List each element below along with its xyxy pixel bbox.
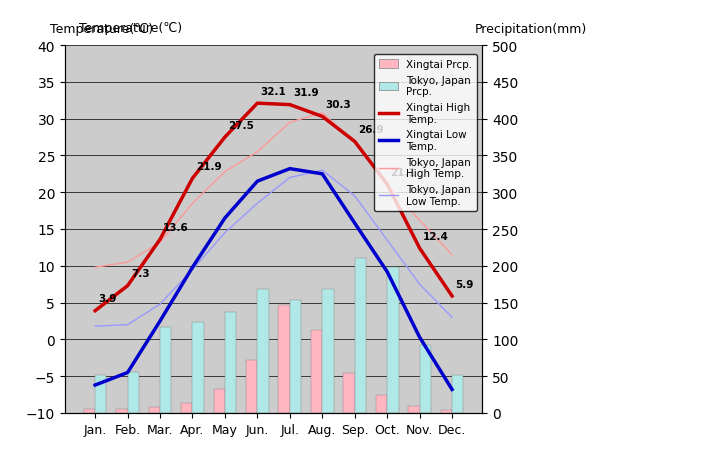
Text: 21.1: 21.1	[390, 168, 416, 177]
Bar	[323, 290, 333, 413]
Bar	[116, 409, 127, 413]
Text: 31.9: 31.9	[293, 88, 319, 98]
Text: 27.5: 27.5	[228, 120, 254, 130]
Text: Temperature(℃): Temperature(℃)	[50, 23, 153, 36]
Bar	[408, 407, 420, 413]
Text: 21.9: 21.9	[196, 162, 221, 172]
Bar	[214, 389, 225, 413]
Bar	[95, 375, 107, 413]
Bar	[181, 403, 192, 413]
Bar	[355, 259, 366, 413]
Text: Temperature(℃): Temperature(℃)	[79, 22, 182, 35]
Text: 12.4: 12.4	[423, 231, 449, 241]
Text: Precipitation(mm): Precipitation(mm)	[475, 23, 588, 36]
Bar	[311, 330, 323, 413]
Bar	[387, 268, 399, 413]
Bar	[343, 374, 355, 413]
Bar	[376, 396, 387, 413]
Bar	[441, 410, 452, 413]
Text: 26.9: 26.9	[358, 125, 384, 135]
Text: 13.6: 13.6	[163, 223, 189, 232]
Bar	[452, 375, 464, 413]
Text: 30.3: 30.3	[325, 100, 351, 110]
Bar	[127, 372, 139, 413]
Legend: Xingtai Prcp., Tokyo, Japan
Prcp., Xingtai High
Temp., Xingtai Low
Temp., Tokyo,: Xingtai Prcp., Tokyo, Japan Prcp., Xingt…	[374, 55, 477, 212]
Text: 32.1: 32.1	[261, 87, 287, 96]
Text: 7.3: 7.3	[131, 269, 150, 279]
Text: 5.9: 5.9	[455, 279, 474, 289]
Bar	[257, 290, 269, 413]
Bar	[148, 407, 160, 413]
Bar	[192, 322, 204, 413]
Bar	[246, 360, 257, 413]
Bar	[279, 305, 290, 413]
Text: 3.9: 3.9	[99, 294, 117, 304]
Bar	[160, 327, 171, 413]
Bar	[225, 313, 236, 413]
Bar	[290, 300, 301, 413]
Bar	[420, 345, 431, 413]
Bar	[84, 409, 95, 413]
